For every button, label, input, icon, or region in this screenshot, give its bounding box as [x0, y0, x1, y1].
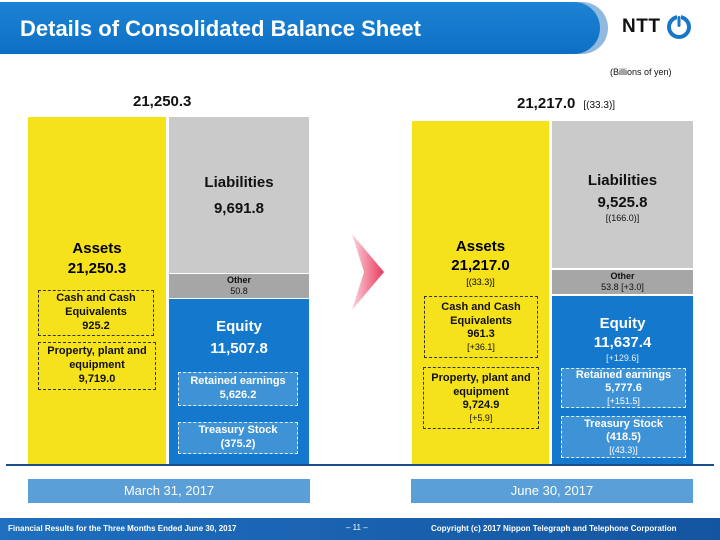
right-cash-change: [+36.1]: [467, 342, 495, 352]
left-cash-box: Cash and Cash Equivalents 925.2: [38, 290, 154, 336]
right-cash-box: Cash and Cash Equivalents 961.3 [+36.1]: [424, 296, 538, 358]
left-assets-value: 21,250.3: [67, 260, 127, 277]
left-other-label: Other: [226, 275, 251, 285]
right-liabilities-value: 9,525.8: [597, 194, 648, 211]
right-total: 21,217.0: [517, 95, 576, 112]
right-treasury-box: Treasury Stock (418.5) [(43.3)]: [561, 416, 686, 458]
left-liabilities-block: [169, 117, 309, 273]
footer-page-number: – 11 –: [346, 523, 368, 532]
left-treasury-box: Treasury Stock (375.2): [178, 422, 298, 454]
left-treasury-value: (375.2): [220, 438, 256, 450]
footer-doc-title: Financial Results for the Three Months E…: [8, 524, 237, 533]
left-assets-label: Assets: [72, 240, 122, 257]
right-cash-label: Cash and Cash Equivalents: [441, 300, 521, 327]
left-liabilities-value: 9,691.8: [213, 200, 265, 217]
left-other-value: 50.8: [230, 286, 248, 296]
ntt-logo-icon: [667, 15, 692, 39]
right-date-bar: June 30, 2017: [411, 479, 693, 503]
title-bar: [0, 2, 600, 54]
right-cash-value: 961.3: [467, 328, 495, 341]
footer-bar: [0, 518, 720, 540]
right-ppe-label: Property, plant and equipment: [431, 371, 531, 398]
right-assets-change: [(33.3)]: [466, 277, 495, 287]
right-equity-label: Equity: [599, 315, 646, 332]
units-label: (Billions of yen): [610, 67, 672, 77]
right-retained-change: [+151.5]: [607, 396, 640, 407]
right-other-label: Other: [610, 271, 635, 281]
right-liabilities-block: [552, 121, 693, 268]
left-liabilities-label: Liabilities: [204, 174, 274, 191]
left-date-bar: March 31, 2017: [28, 479, 310, 503]
right-other-block: [552, 270, 693, 294]
right-retained-value: 5,777.6: [605, 382, 642, 395]
right-assets-block: [412, 121, 549, 465]
right-ppe-change: [+5.9]: [469, 413, 493, 423]
left-retained-value: 5,626.2: [219, 389, 257, 401]
left-equity-value: 11,507.8: [210, 340, 268, 357]
baseline-divider: [6, 464, 714, 466]
right-retained-label: Retained earnings: [575, 368, 672, 381]
left-equity-label: Equity: [216, 318, 262, 335]
right-liabilities-change: [(166.0)]: [605, 213, 640, 223]
right-other-value: 53.8 [+3.0]: [601, 282, 644, 292]
left-retained-box: Retained earnings 5,626.2: [178, 372, 298, 406]
footer-copyright: Copyright (c) 2017 Nippon Telegraph and …: [431, 524, 677, 533]
right-retained-box: Retained earnings 5,777.6 [+151.5]: [561, 368, 686, 408]
left-treasury-label: Treasury Stock: [198, 424, 278, 437]
right-treasury-change: [(43.3)]: [609, 445, 638, 456]
right-treasury-label: Treasury Stock: [584, 417, 663, 430]
left-ppe-label: Property, plant and equipment: [47, 345, 147, 372]
left-other-block: [169, 274, 309, 298]
right-equity-change: [+129.6]: [606, 353, 639, 363]
ntt-logo-text: NTT: [622, 16, 661, 37]
right-ppe-box: Property, plant and equipment 9,724.9 [+…: [423, 367, 539, 429]
right-assets-label: Assets: [455, 238, 506, 255]
right-equity-value: 11,637.4: [593, 334, 652, 351]
right-total-change: [(33.3)]: [583, 100, 616, 111]
page-title: Details of Consolidated Balance Sheet: [20, 16, 421, 41]
left-retained-label: Retained earnings: [190, 375, 286, 388]
right-assets-value: 21,217.0: [451, 257, 510, 274]
right-treasury-value: (418.5): [606, 431, 641, 444]
left-cash-label: Cash and Cash Equivalents: [56, 292, 136, 319]
left-cash-value: 925.2: [82, 319, 110, 332]
left-ppe-value: 9,719.0: [78, 372, 116, 385]
left-assets-block: [28, 117, 166, 465]
ntt-logo: NTT: [622, 14, 692, 40]
right-ppe-value: 9,724.9: [462, 399, 500, 412]
right-total-line: 21,217.0 [(33.3)]: [517, 95, 615, 112]
left-total: 21,250.3: [133, 93, 192, 110]
left-ppe-box: Property, plant and equipment 9,719.0: [38, 342, 156, 390]
arrow-right-icon: [352, 234, 384, 310]
right-liabilities-label: Liabilities: [587, 172, 658, 189]
